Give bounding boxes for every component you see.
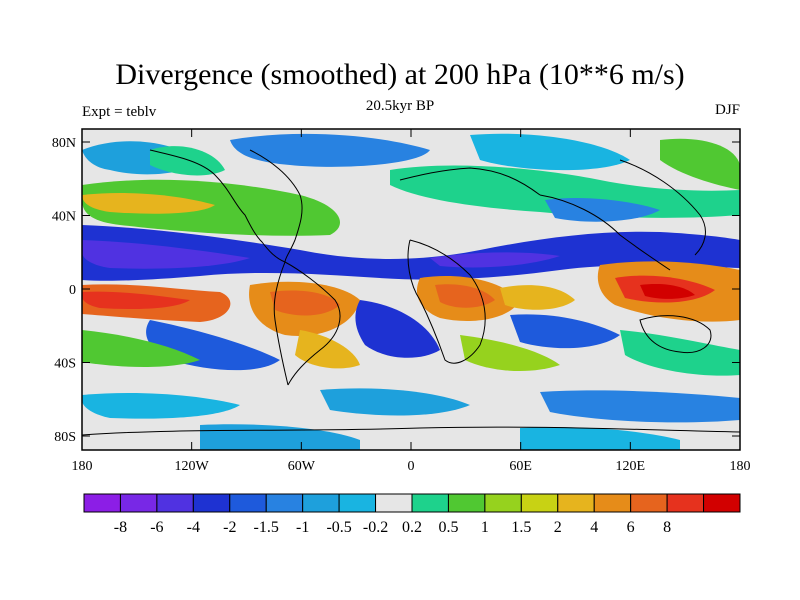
contour-region <box>82 193 215 214</box>
contour-region <box>82 240 250 269</box>
colorbar-swatch <box>557 493 595 513</box>
colorbar-label: 1 <box>481 519 489 536</box>
colorbar-swatch <box>375 493 413 513</box>
coastline-australia <box>639 315 712 354</box>
x-tick-label: 0 <box>408 459 415 474</box>
colorbar-swatch <box>156 493 194 513</box>
contour-region <box>82 225 740 281</box>
colorbar-swatch <box>520 493 559 513</box>
colorbar-label: 1.5 <box>511 519 531 536</box>
season-label: DJF <box>714 102 740 118</box>
x-tick-label: 180 <box>730 459 751 474</box>
contour-region <box>82 393 240 419</box>
contour-region <box>430 252 560 268</box>
colorbar-label: -4 <box>187 519 200 536</box>
colorbar-swatch <box>630 493 668 513</box>
y-tick-label: 80S <box>54 430 76 445</box>
contour-field <box>82 129 740 450</box>
page-title: Divergence (smoothed) at 200 hPa (10**6 … <box>115 58 685 91</box>
contour-region <box>295 330 360 369</box>
colorbar-label: 0.5 <box>438 519 458 536</box>
contour-region <box>270 290 340 316</box>
colorbar-label: -6 <box>150 519 163 536</box>
contour-region <box>320 388 470 416</box>
contour-region <box>660 138 740 190</box>
colorbar-swatch <box>593 493 632 513</box>
colorbar-label: -0.5 <box>326 519 351 536</box>
contour-region <box>510 314 620 349</box>
colorbar-swatch <box>703 493 741 513</box>
y-tick-label: 80N <box>52 136 76 151</box>
x-tick-label: 60E <box>509 459 532 474</box>
contour-region <box>230 133 430 167</box>
contour-region <box>460 335 560 372</box>
coastline-north-america-west <box>149 149 286 263</box>
coastline-south-america-east <box>284 261 341 386</box>
y-tick-label: 40S <box>54 357 76 372</box>
colorbar-swatch <box>338 493 377 513</box>
experiment-label: Expt = teblv <box>82 104 157 120</box>
contour-region <box>640 284 695 299</box>
colorbar-swatch <box>119 493 158 513</box>
contour-region <box>390 165 740 218</box>
contour-region <box>500 285 575 310</box>
contour-region <box>435 284 495 308</box>
subtitle: 20.5kyr BP <box>365 98 435 114</box>
contour-region <box>620 330 740 376</box>
coastline-south-america-west <box>273 261 289 386</box>
colorbar-label: 6 <box>627 519 635 536</box>
colorbar-label: 0.2 <box>402 519 422 536</box>
colorbar-label: 8 <box>663 519 671 536</box>
colorbar-label: -2 <box>223 519 236 536</box>
x-tick-label: 120E <box>616 459 646 474</box>
coastline-europe <box>399 167 541 196</box>
coastline-africa <box>407 239 486 364</box>
x-tick-label: 120W <box>175 459 210 474</box>
colorbar-label: -1 <box>296 519 309 536</box>
colorbar-swatch <box>229 493 267 513</box>
colorbar-swatch <box>83 493 121 513</box>
colorbar-label: -0.2 <box>363 519 388 536</box>
colorbar-swatch <box>666 493 705 513</box>
coastline-asia-east <box>619 159 706 256</box>
colorbar-swatch <box>447 493 486 513</box>
contour-region <box>520 427 680 450</box>
contour-region <box>82 291 190 310</box>
colorbar: -8 -6 -4 -2 -1.5 -1 -0.5 -0.2 0.2 0.5 1 1.5 2 4 6 8 <box>83 493 741 536</box>
contour-region <box>82 179 340 236</box>
y-axis: 80N 40N 0 40S 80S <box>52 136 740 445</box>
contour-region <box>470 133 630 171</box>
x-axis: 180 120W 60W 0 60E 120E 180 <box>72 129 751 474</box>
colorbar-swatch <box>192 493 231 513</box>
colorbar-label: -8 <box>114 519 127 536</box>
colorbar-swatch <box>411 493 449 513</box>
x-tick-label: 180 <box>72 459 93 474</box>
colorbar-label: -1.5 <box>254 519 279 536</box>
contour-region <box>545 198 660 222</box>
contour-region <box>355 300 440 358</box>
contour-region <box>540 390 740 423</box>
colorbar-swatch <box>484 493 522 513</box>
colorbar-swatch <box>265 493 304 513</box>
coastline-north-america-east <box>249 149 303 263</box>
coastlines <box>82 149 740 436</box>
colorbar-label: 2 <box>554 519 562 536</box>
colorbar-swatch <box>302 493 340 513</box>
x-tick-label: 60W <box>288 459 316 474</box>
contour-region <box>82 330 200 367</box>
coastline-antarctica <box>82 426 740 436</box>
y-tick-label: 0 <box>69 283 76 298</box>
coastline-asia-south <box>539 194 671 271</box>
y-tick-label: 40N <box>52 210 76 225</box>
colorbar-label: 4 <box>590 519 598 536</box>
